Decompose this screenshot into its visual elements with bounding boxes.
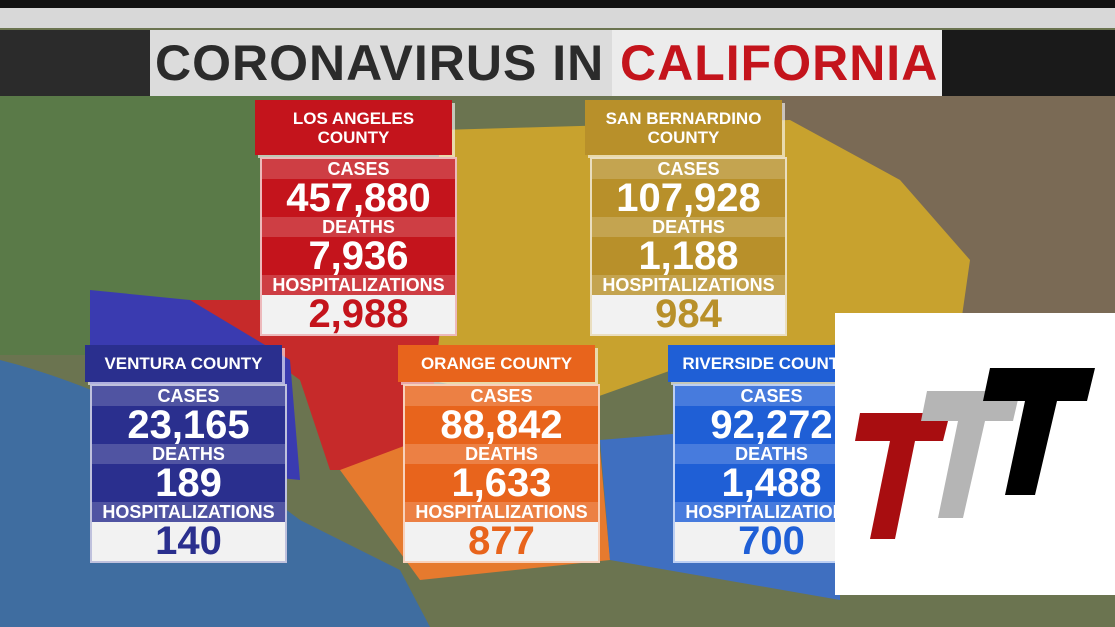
county-name: VENTURA COUNTY (85, 345, 282, 382)
deaths-label: DEATHS (92, 444, 285, 464)
cases-value: 107,928 (616, 179, 761, 217)
title-right: CALIFORNIA (620, 35, 939, 91)
hospitalizations-label: HOSPITALIZATIONS (592, 275, 785, 295)
county-name: RIVERSIDE COUNTY (668, 345, 865, 382)
deaths-value: 1,188 (638, 237, 739, 275)
hospitalizations-value: 984 (592, 295, 785, 334)
cases-label: CASES (592, 159, 785, 179)
cases-value: 457,880 (286, 179, 431, 217)
county-name: ORANGE COUNTY (398, 345, 595, 382)
hospitalizations-value: 140 (92, 522, 285, 561)
hospitalizations-value: 877 (405, 522, 598, 561)
cases-value: 92,272 (710, 406, 833, 444)
hospitalizations-label: HOSPITALIZATIONS (262, 275, 455, 295)
cases-value: 88,842 (440, 406, 563, 444)
title-left: CORONAVIRUS IN (155, 35, 605, 91)
county-stats: CASES 457,880 DEATHS 7,936 HOSPITALIZATIONS 2… (260, 157, 457, 336)
hospitalizations-label: HOSPITALIZATIONS (92, 502, 285, 522)
deaths-value: 1,488 (721, 464, 822, 502)
cases-label: CASES (262, 159, 455, 179)
deaths-value: 7,936 (308, 237, 409, 275)
county-stats: CASES 107,928 DEATHS 1,188 HOSPITALIZATIONS 9… (590, 157, 787, 336)
deaths-label: DEATHS (675, 444, 868, 464)
hospitalizations-label: HOSPITALIZATIONS (675, 502, 868, 522)
deaths-label: DEATHS (592, 217, 785, 237)
deaths-value: 189 (155, 464, 222, 502)
station-logo (835, 313, 1115, 595)
county-name: SAN BERNARDINO COUNTY (585, 100, 782, 155)
deaths-label: DEATHS (405, 444, 598, 464)
hospitalizations-value: 2,988 (262, 295, 455, 334)
county-name: LOS ANGELES COUNTY (255, 100, 452, 155)
county-stats: CASES 23,165 DEATHS 189 HOSPITALIZATIONS 140 (90, 384, 287, 563)
county-stats: CASES 88,842 DEATHS 1,633 HOSPITALIZATIONS 87… (403, 384, 600, 563)
cases-label: CASES (92, 386, 285, 406)
deaths-label: DEATHS (262, 217, 455, 237)
deaths-value: 1,633 (451, 464, 552, 502)
cases-value: 23,165 (127, 406, 250, 444)
cases-label: CASES (675, 386, 868, 406)
hospitalizations-label: HOSPITALIZATIONS (405, 502, 598, 522)
cases-label: CASES (405, 386, 598, 406)
